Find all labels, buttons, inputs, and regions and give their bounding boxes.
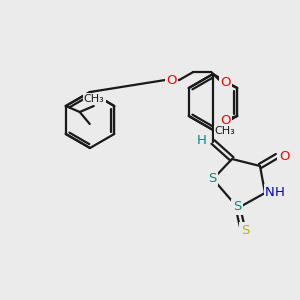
Text: O: O <box>220 113 230 127</box>
Text: S: S <box>233 200 241 214</box>
Text: N: N <box>265 185 275 199</box>
Text: S: S <box>208 172 216 184</box>
Text: H: H <box>275 185 285 199</box>
Text: O: O <box>279 149 289 163</box>
Text: S: S <box>241 224 249 236</box>
Text: H: H <box>197 134 207 146</box>
Text: O: O <box>220 76 230 89</box>
Text: CH₃: CH₃ <box>215 126 236 136</box>
Text: O: O <box>166 74 176 86</box>
Text: CH₃: CH₃ <box>84 94 105 104</box>
